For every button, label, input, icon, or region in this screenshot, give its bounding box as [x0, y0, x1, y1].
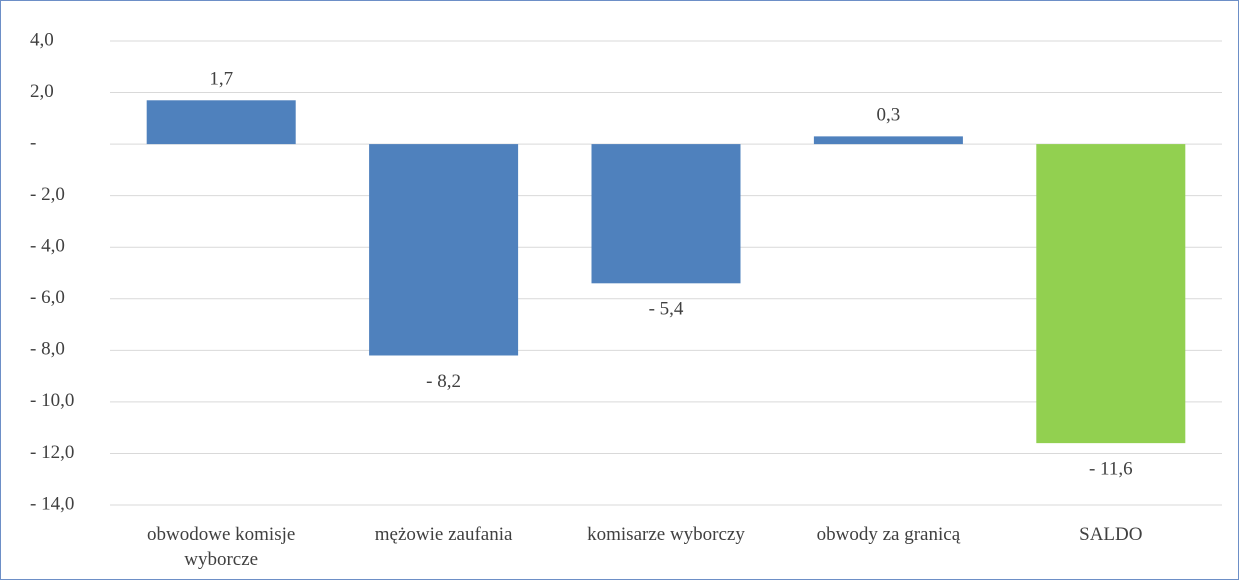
y-tick-label: - 6,0: [30, 287, 65, 308]
y-tick-label: 4,0: [30, 29, 54, 50]
bar: [369, 144, 519, 356]
bar: [591, 144, 741, 284]
x-tick-label: obwody za granicą: [816, 524, 961, 545]
x-tick-label: mężowie zaufania: [374, 524, 513, 545]
y-tick-label: - 4,0: [30, 236, 65, 257]
data-label: - 11,6: [1089, 458, 1133, 479]
data-label: - 8,2: [426, 371, 461, 392]
y-tick-label: - 12,0: [30, 442, 74, 463]
data-label: 0,3: [877, 105, 901, 126]
bar: [1036, 144, 1186, 444]
y-tick-label: 2,0: [30, 81, 54, 102]
x-tick-label: SALDO: [1079, 524, 1143, 545]
y-tick-label: - 14,0: [30, 493, 74, 514]
y-tick-label: -: [30, 132, 36, 153]
y-tick-label: - 10,0: [30, 390, 74, 411]
bar: [146, 100, 296, 145]
y-tick-label: - 8,0: [30, 339, 65, 360]
bar: [813, 136, 963, 145]
x-tick-label: komisarze wyborczy: [587, 524, 745, 545]
data-label: 1,7: [209, 69, 233, 90]
y-tick-label: - 2,0: [30, 184, 65, 205]
x-tick-label: obwodowe komisje wyborcze: [147, 524, 296, 570]
data-label: - 5,4: [649, 299, 684, 320]
